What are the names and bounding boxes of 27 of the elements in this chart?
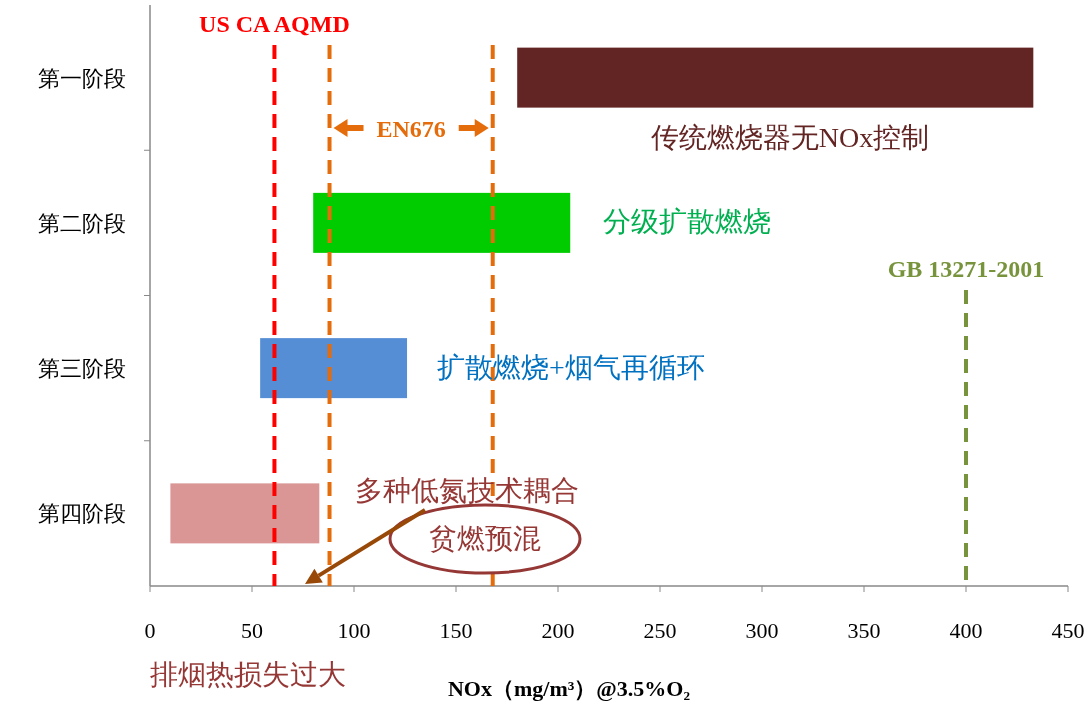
x-tick-label: 400: [949, 618, 983, 643]
x-tick-label: 50: [241, 618, 263, 643]
annotation: EN676: [376, 116, 446, 142]
ref-line-label: US CA AQMD: [199, 11, 350, 37]
x-tick-label: 350: [847, 618, 881, 643]
x-tick-label: 0: [144, 618, 156, 643]
ref-line-label: GB 13271-2001: [887, 256, 1045, 282]
x-tick-label: 300: [745, 618, 779, 643]
annotation: 多种低氮技术耦合: [355, 475, 579, 506]
annotation: 扩散燃烧+烟气再循环: [437, 352, 705, 383]
y-tick-label: 第三阶段: [38, 356, 126, 382]
bar: [260, 338, 408, 399]
bar: [313, 192, 571, 253]
x-tick-label: 200: [541, 618, 575, 643]
annotation: 传统燃烧器无NOx控制: [650, 122, 930, 153]
y-tick-label: 第一阶段: [38, 65, 126, 91]
y-tick-label: 第四阶段: [38, 501, 126, 527]
annotation: 分级扩散燃烧: [603, 206, 771, 237]
annotation: 贫燃预混: [429, 523, 541, 554]
y-tick-label: 第二阶段: [38, 210, 126, 236]
x-tick-label: 450: [1051, 618, 1085, 643]
x-tick-label: 150: [439, 618, 473, 643]
x-tick-label: 100: [337, 618, 371, 643]
bar: [517, 47, 1034, 108]
x-tick-label: 250: [643, 618, 677, 643]
x-axis-title: NOx（mg/m³）@3.5%O₂: [447, 676, 691, 701]
text: 排烟热损失过大: [150, 659, 346, 690]
